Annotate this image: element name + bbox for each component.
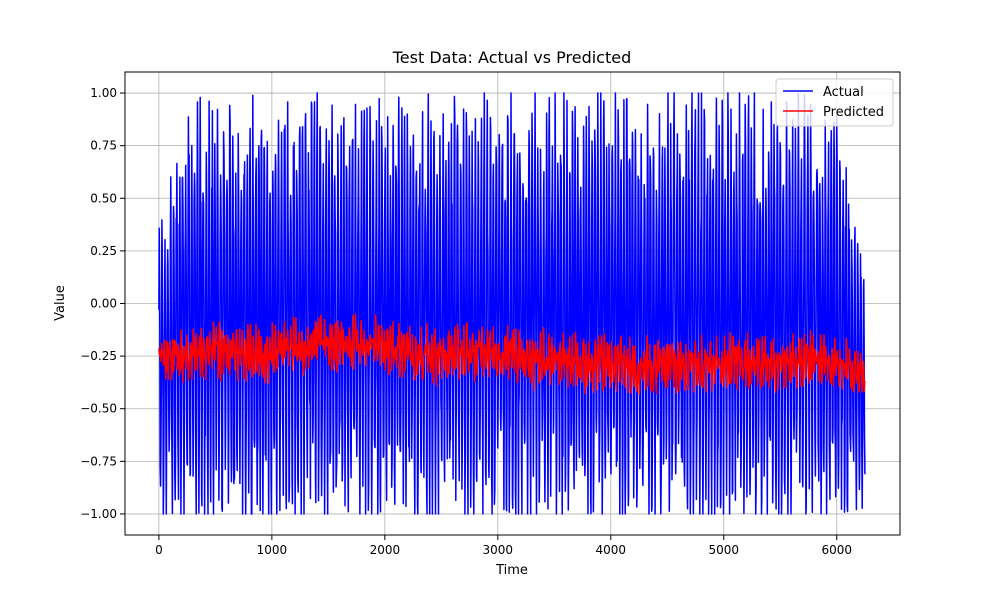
y-tick-label: −0.50 bbox=[80, 402, 117, 416]
x-tick-label: 4000 bbox=[596, 543, 627, 557]
y-tick-label: 0.50 bbox=[90, 191, 117, 205]
x-tick-label: 2000 bbox=[370, 543, 401, 557]
legend: Actual Predicted bbox=[775, 78, 894, 127]
series-actual-line bbox=[158, 92, 866, 515]
y-axis-label: Value bbox=[53, 285, 68, 321]
series-predicted-line bbox=[158, 313, 866, 396]
chart-title: Test Data: Actual vs Predicted bbox=[392, 48, 631, 67]
x-axis-label: Time bbox=[495, 563, 528, 578]
y-tick-label: −0.75 bbox=[80, 454, 117, 468]
y-tick-label: 0.75 bbox=[90, 139, 117, 153]
x-tick-label: 6000 bbox=[821, 543, 852, 557]
legend-label-actual: Actual bbox=[823, 85, 864, 100]
x-tick-label: 0 bbox=[155, 543, 163, 557]
x-tick-label: 1000 bbox=[257, 543, 288, 557]
y-tick-label: 0.00 bbox=[90, 297, 117, 311]
x-tick-label: 5000 bbox=[708, 543, 739, 557]
y-tick-label: −1.00 bbox=[80, 507, 117, 521]
y-tick-label: 1.00 bbox=[90, 86, 117, 100]
tick-layer: 0 1000 2000 3000 4000 5000 6000 1.00 0.75 0.50 0.2… bbox=[80, 86, 852, 557]
data-layer bbox=[158, 92, 866, 515]
y-tick-label: 0.25 bbox=[90, 244, 117, 258]
legend-label-predicted: Predicted bbox=[823, 105, 884, 120]
y-tick-label: −0.25 bbox=[80, 349, 117, 363]
x-tick-label: 3000 bbox=[483, 543, 514, 557]
